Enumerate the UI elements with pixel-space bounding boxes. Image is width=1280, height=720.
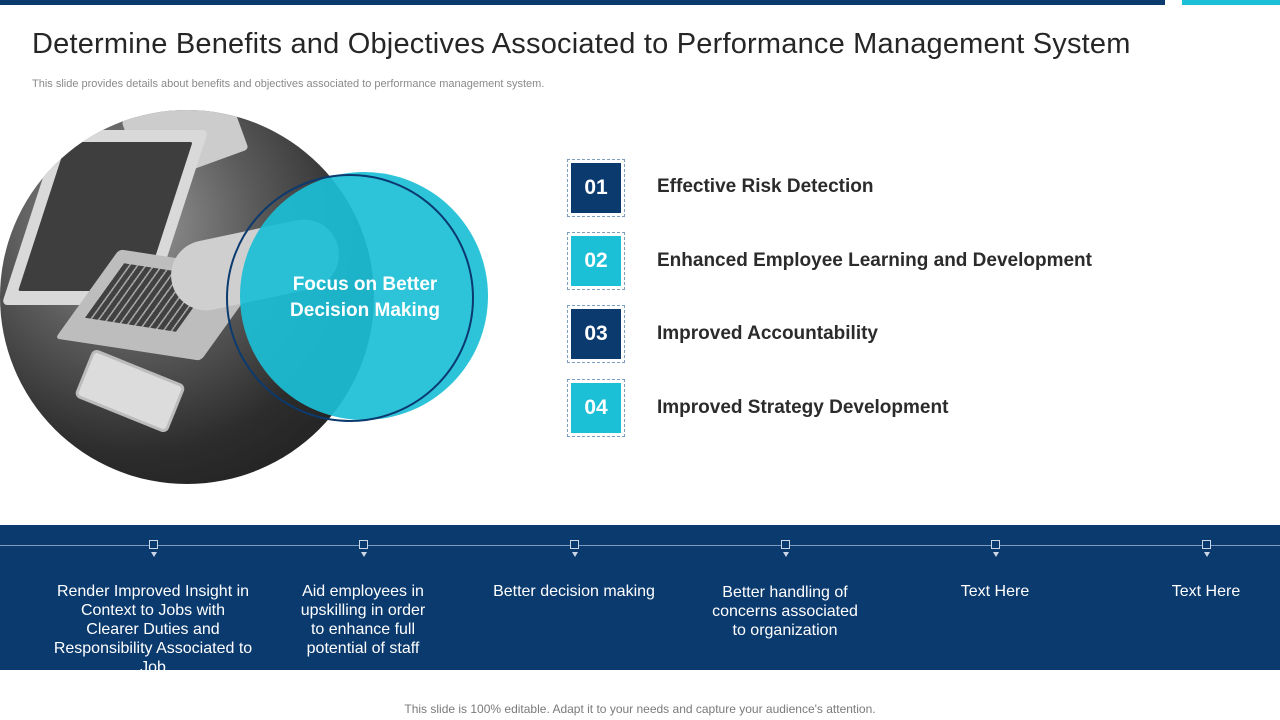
footer-note: This slide is 100% editable. Adapt it to…: [404, 702, 876, 716]
item-label-01: Effective Risk Detection: [657, 176, 874, 197]
timeline-marker-icon: [1202, 540, 1211, 557]
timeline-marker-icon: [570, 540, 579, 557]
benefit-text-5: Text Here: [960, 583, 1030, 600]
slide-title: Determine Benefits and Objectives Associ…: [32, 28, 1131, 60]
timeline-marker-icon: [781, 540, 790, 557]
timeline-marker-icon: [149, 540, 158, 557]
benefit-text-6: Text Here: [1171, 583, 1241, 600]
slide-subtitle: This slide provides details about benefi…: [32, 78, 545, 90]
timeline-marker-icon: [991, 540, 1000, 557]
benefit-text-3: Better decision making: [493, 583, 655, 600]
timeline-marker-icon: [359, 540, 368, 557]
item-label-03: Improved Accountability: [657, 323, 878, 344]
benefit-text-1: Render Improved Insight in Context to Jo…: [53, 583, 253, 676]
benefit-text-4: Better handling of concerns associated t…: [712, 584, 858, 639]
timeline-line: [0, 545, 1280, 546]
top-accent-bar-light: [1182, 0, 1280, 5]
benefit-text-2: Aid employees in upskilling in order to …: [300, 583, 426, 657]
benefits-band: Render Improved Insight in Context to Jo…: [0, 525, 1280, 676]
number-badge-04: 04: [567, 379, 625, 437]
item-label-02: Enhanced Employee Learning and Developme…: [657, 250, 1092, 271]
number-badge-01: 01: [567, 159, 625, 217]
focus-text: Focus on Better Decision Making: [290, 274, 440, 321]
item-label-04: Improved Strategy Development: [657, 397, 949, 418]
number-badge-02: 02: [567, 232, 625, 290]
top-accent-bar-dark: [0, 0, 1165, 5]
number-badge-03: 03: [567, 305, 625, 363]
focus-ring: [226, 174, 474, 422]
phone-shape: [73, 348, 187, 434]
